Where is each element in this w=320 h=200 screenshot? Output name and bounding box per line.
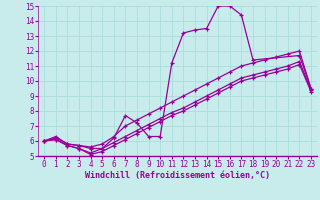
X-axis label: Windchill (Refroidissement éolien,°C): Windchill (Refroidissement éolien,°C): [85, 171, 270, 180]
